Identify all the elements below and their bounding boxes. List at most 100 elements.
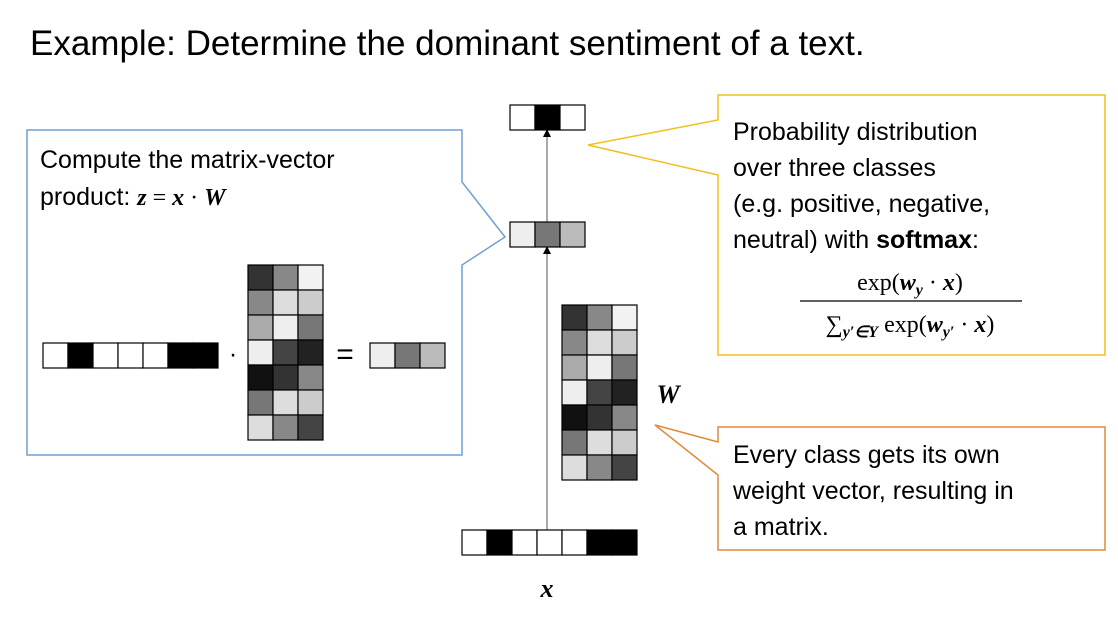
result-cell xyxy=(394,342,421,369)
output-cell xyxy=(559,104,586,131)
matrix-cell xyxy=(247,414,274,441)
matrix-cell xyxy=(561,354,588,381)
matrix-cell xyxy=(297,364,324,391)
matrix-cell xyxy=(611,429,638,456)
matrix-label: W xyxy=(656,380,681,409)
formula: x xyxy=(171,185,184,211)
output-cell xyxy=(509,104,536,131)
operator: = xyxy=(336,338,354,371)
denominator: ∑y′∈Y exp(wy′ · x) xyxy=(826,312,995,341)
matrix-cell xyxy=(297,289,324,316)
vector-cell xyxy=(117,342,144,369)
matrix-cell xyxy=(611,329,638,356)
formula: exp( xyxy=(857,270,900,296)
matrix-cell xyxy=(611,354,638,381)
formula: x xyxy=(973,312,986,338)
text: product: xyxy=(40,183,137,211)
matrix-cell xyxy=(586,454,613,481)
formula: y′∈Y xyxy=(841,324,880,341)
formula: ) xyxy=(955,270,963,296)
matrix-cell xyxy=(586,329,613,356)
matrix-cell xyxy=(272,389,299,416)
callout-text: (e.g. positive, negative, xyxy=(733,190,990,218)
vector-label: x xyxy=(540,574,554,603)
callout-text: weight vector, resulting in xyxy=(732,477,1014,505)
matrix-cell xyxy=(561,404,588,431)
matrix-cell xyxy=(272,414,299,441)
matrix-cell xyxy=(297,414,324,441)
formula: W xyxy=(204,185,227,211)
matrix-cell xyxy=(247,389,274,416)
formula: exp( xyxy=(878,312,927,338)
vector-cell xyxy=(92,342,119,369)
text: : xyxy=(972,226,979,254)
formula: · xyxy=(184,185,204,211)
matrix-cell xyxy=(611,304,638,331)
logit-cell xyxy=(559,221,586,248)
matrix-cell xyxy=(272,364,299,391)
callout-text: a matrix. xyxy=(733,513,829,541)
operator: · xyxy=(229,340,237,368)
text: neutral) with xyxy=(733,226,876,254)
matrix-cell xyxy=(586,379,613,406)
formula: = xyxy=(147,185,173,211)
callout-text: Probability distribution xyxy=(733,118,978,146)
vector-cell xyxy=(167,342,194,369)
matrix-cell xyxy=(247,339,274,366)
callout-text: Every class gets its own xyxy=(733,441,1000,469)
matrix-cell xyxy=(611,454,638,481)
formula: z xyxy=(136,185,147,211)
matrix-cell xyxy=(561,304,588,331)
matrix-cell xyxy=(297,264,324,291)
matrix-cell xyxy=(561,454,588,481)
result-cell xyxy=(419,342,446,369)
formula: x xyxy=(942,270,955,296)
matrix-cell xyxy=(611,379,638,406)
matrix-cell xyxy=(272,314,299,341)
matrix-cell xyxy=(586,354,613,381)
vector-cell xyxy=(511,529,538,556)
matrix-cell xyxy=(247,364,274,391)
vector-cell xyxy=(486,529,513,556)
matrix-cell xyxy=(247,264,274,291)
vector-cell xyxy=(142,342,169,369)
callout-text: product: z = x · W xyxy=(40,183,227,211)
output-cell xyxy=(534,104,561,131)
vector-cell xyxy=(42,342,69,369)
matrix-cell xyxy=(586,304,613,331)
matrix-cell xyxy=(297,339,324,366)
formula: w xyxy=(927,312,944,338)
vector-cell xyxy=(461,529,488,556)
matrix-cell xyxy=(272,289,299,316)
logit-cell xyxy=(509,221,536,248)
vector-cell xyxy=(561,529,588,556)
matrix-cell xyxy=(586,429,613,456)
numerator: exp(wy · x) xyxy=(857,270,963,299)
vector-cell xyxy=(586,529,613,556)
formula: ) xyxy=(986,312,994,338)
matrix-cell xyxy=(586,404,613,431)
formula: w xyxy=(900,270,917,296)
callout-text: neutral) with softmax: xyxy=(733,226,979,254)
matrix-cell xyxy=(272,264,299,291)
callout-text: Compute the matrix-vector xyxy=(40,146,335,174)
matrix-cell xyxy=(561,329,588,356)
matrix-cell xyxy=(611,404,638,431)
matrix-cell xyxy=(272,339,299,366)
vector-cell xyxy=(192,342,219,369)
title: Example: Determine the dominant sentimen… xyxy=(30,24,865,63)
matrix-cell xyxy=(247,289,274,316)
matrix-cell xyxy=(297,314,324,341)
formula: · xyxy=(954,312,974,338)
vector-cell xyxy=(536,529,563,556)
matrix-cell xyxy=(561,429,588,456)
vector-cell xyxy=(611,529,638,556)
bold-text: softmax xyxy=(876,226,972,254)
formula: y xyxy=(914,282,924,299)
right-callout xyxy=(587,94,1106,356)
result-cell xyxy=(369,342,396,369)
matrix-cell xyxy=(247,314,274,341)
bottom-callout xyxy=(654,424,1106,551)
formula: ∑ xyxy=(826,312,843,338)
